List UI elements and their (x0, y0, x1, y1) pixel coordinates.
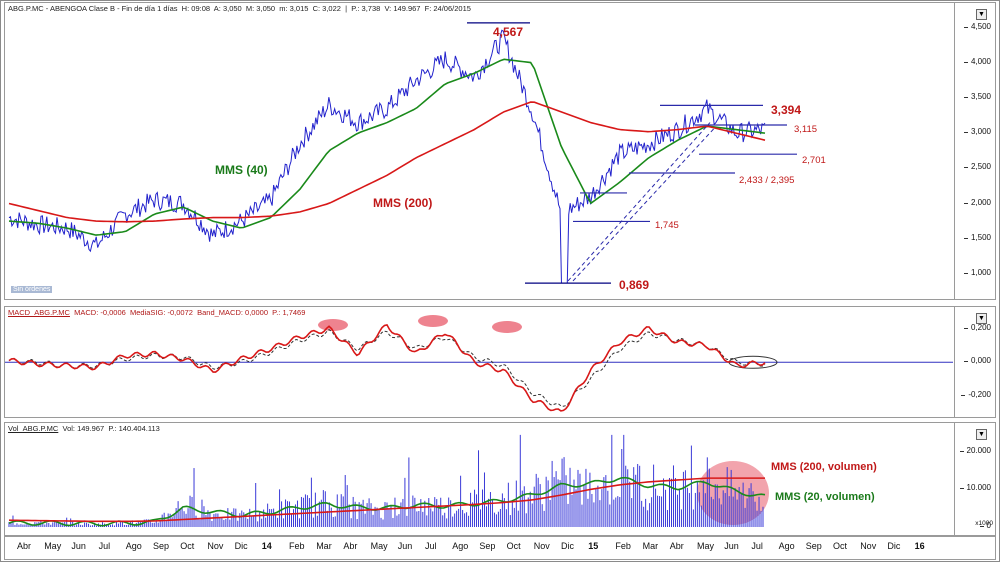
macd-y-tick: 0,000 (963, 356, 991, 366)
price-y-tick: 2,500 (963, 162, 991, 172)
volume-multiplier: x1000 (975, 520, 993, 527)
volume-mms20-line (8, 476, 766, 527)
time-axis-label: 16 (914, 541, 925, 551)
price-panel: ABG.P.MC - ABENGOA Clase B - Fin de día … (4, 2, 996, 300)
level-1745-label: 1,745 (655, 220, 679, 231)
macd-plot (5, 315, 953, 412)
time-axis-label: Ago (452, 541, 469, 551)
price-y-tick: 4,000 (963, 56, 991, 66)
time-axis-label: Oct (180, 541, 195, 551)
price-plot (8, 22, 797, 284)
time-axis-label: 15 (588, 541, 599, 551)
price-y-tick: 3,000 (963, 127, 991, 137)
price-y-tick: 2,000 (963, 197, 991, 207)
volume-panel: Vol_ABG.P.MC Vol: 149.967 P.: 140.404.11… (4, 422, 996, 536)
time-axis-label: Nov (860, 541, 877, 551)
time-axis-label: Sep (805, 541, 822, 551)
time-axis-label: Abr (17, 541, 32, 551)
price-series-line (8, 29, 766, 284)
panel-menu-icon[interactable]: ▼ (976, 313, 987, 324)
macd-peak-highlight (318, 319, 348, 331)
time-axis-label: Jul (751, 541, 763, 551)
mms200-line (8, 101, 766, 223)
time-axis-label: Abr (669, 541, 684, 551)
volume-plot (8, 434, 769, 527)
resistance-price-label: 3,394 (771, 103, 802, 117)
time-axis-label: Sep (479, 541, 496, 551)
no-orders-tag: Sin órdenes (11, 286, 53, 293)
volume-y-tick: 0 (978, 521, 991, 530)
time-axis-label: 14 (261, 541, 272, 551)
time-axis-label: Jun (397, 541, 413, 551)
low-price-label: 0,869 (619, 278, 650, 292)
time-axis-label: Jun (71, 541, 86, 551)
trendline-dashed (567, 122, 711, 282)
macd-line (8, 323, 766, 412)
time-axis-label: Jul (98, 541, 111, 551)
time-axis-label: Oct (833, 541, 848, 551)
volume-mms200-line (8, 477, 765, 523)
vol-mms20-legend: MMS (20, volumen) (775, 491, 875, 503)
volume-y-tick: 20.000 (959, 445, 991, 455)
panel-menu-icon[interactable]: ▼ (976, 429, 987, 440)
volume-y-tick: 10.000 (959, 483, 991, 493)
mms200-legend: MMS (200) (373, 196, 433, 210)
time-axis-label: Sep (153, 541, 170, 551)
volume-header: Vol_ABG.P.MC Vol: 149.967 P.: 140.404.11… (8, 424, 160, 433)
macd-peak-highlight (492, 321, 522, 333)
price-y-tick: 1,000 (963, 267, 991, 277)
time-axis-label: May (697, 541, 715, 551)
trendline-dashed (572, 127, 716, 282)
price-y-tick: 1,500 (963, 232, 991, 242)
time-axis-label: Feb (289, 541, 305, 551)
level-3115-label: 3,115 (794, 124, 818, 135)
time-axis-label: Abr (343, 541, 358, 551)
time-axis-label: Ago (125, 541, 142, 551)
time-axis-label: Feb (615, 541, 631, 551)
price-y-tick: 3,500 (963, 91, 991, 101)
time-axis-label: Ago (778, 541, 795, 551)
time-axis-label: May (370, 541, 388, 551)
time-axis-label: Mar (642, 541, 659, 551)
price-header: ABG.P.MC - ABENGOA Clase B - Fin de día … (8, 4, 471, 13)
vol-mms200-legend: MMS (200, volumen) (771, 461, 877, 473)
macd-y-tick: -0,200 (961, 390, 991, 400)
time-axis-label: Dic (234, 541, 248, 551)
macd-panel: MACD_ABG.P.MC MACD: -0,0006 MediaSIG: -0… (4, 306, 996, 418)
level-2701-label: 2,701 (802, 155, 826, 166)
level-2433-label: 2,433 / 2,395 (739, 175, 795, 186)
time-axis-label: Nov (207, 541, 224, 551)
mms40-line (8, 58, 766, 236)
time-axis-label: Nov (533, 541, 550, 551)
mms40-legend: MMS (40) (215, 163, 268, 177)
time-axis-label: Jun (724, 541, 739, 551)
time-axis-label: Dic (887, 541, 901, 551)
time-axis: Abr May Jun Jul Ago Sep Oct Nov Dic 14 Feb Mar Abr Ma… (4, 536, 996, 560)
time-axis-label: Mar (316, 541, 332, 551)
time-axis-label: Oct (506, 541, 521, 551)
macd-y-tick: 0,200 (963, 322, 991, 332)
price-y-tick: 4,500 (963, 21, 991, 31)
macd-peak-highlight (418, 315, 448, 327)
peak-price-label: 4,567 (493, 25, 524, 39)
panel-menu-icon[interactable]: ▼ (976, 9, 987, 20)
time-axis-label: Dic (561, 541, 574, 551)
time-axis-label: May (44, 541, 62, 551)
macd-header: MACD_ABG.P.MC MACD: -0,0006 MediaSIG: -0… (8, 308, 306, 317)
macd-signal-line (8, 329, 766, 407)
time-axis-label: Jul (425, 541, 437, 551)
